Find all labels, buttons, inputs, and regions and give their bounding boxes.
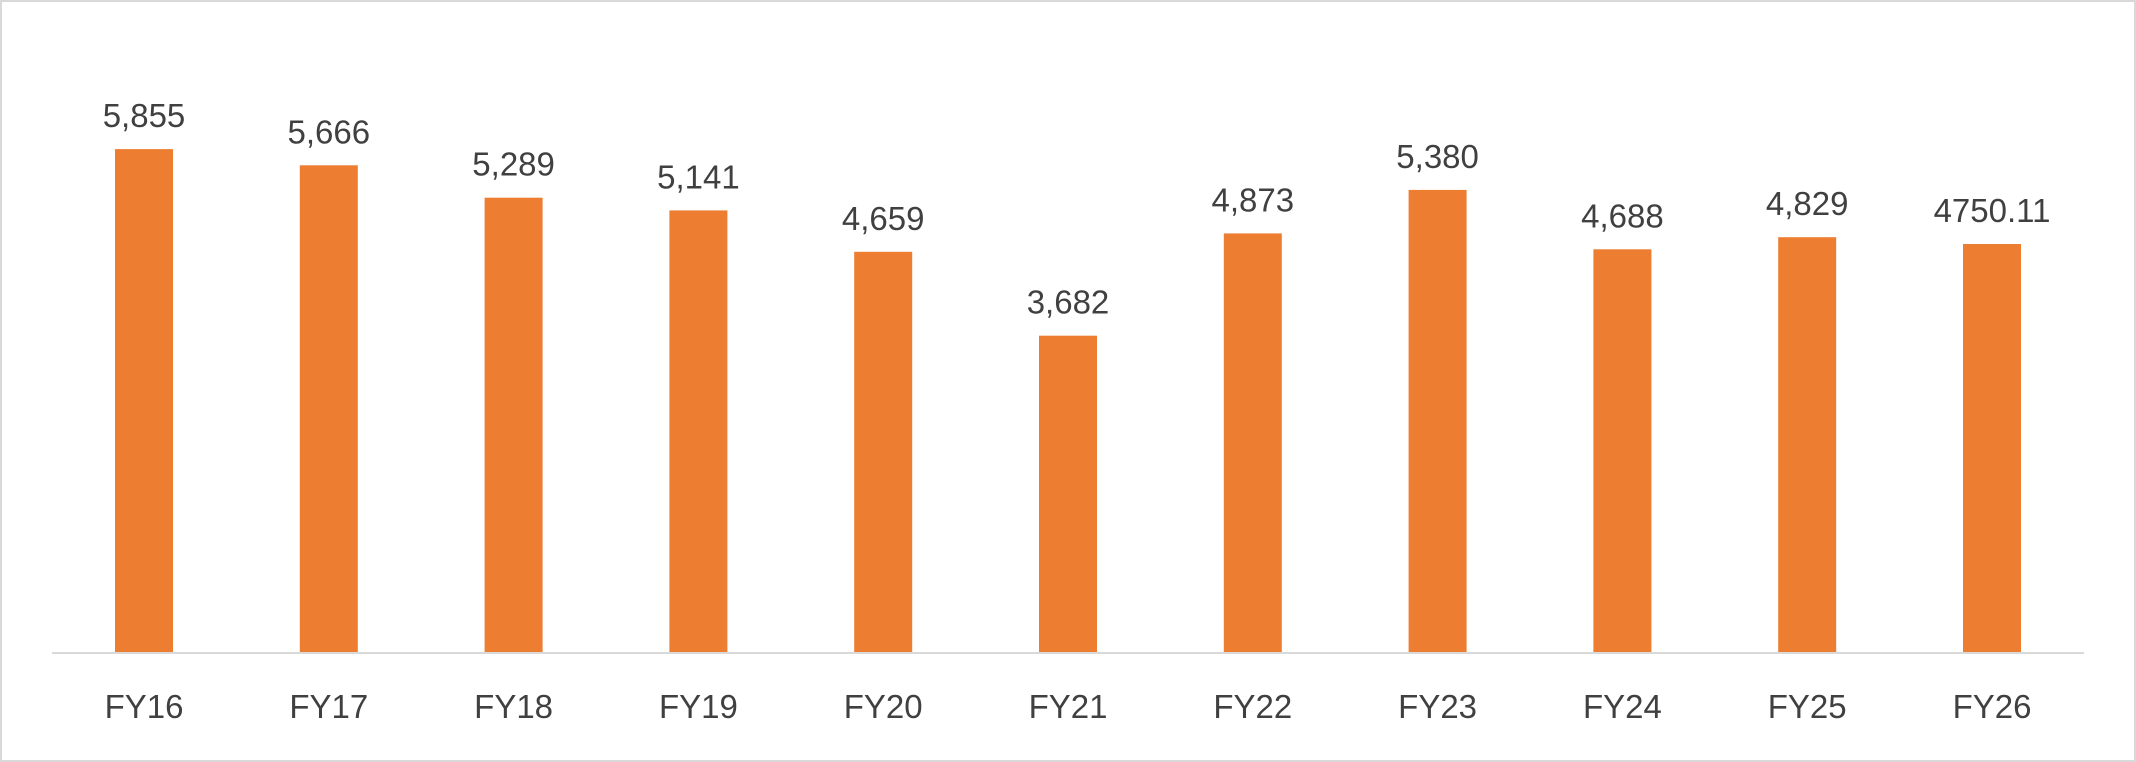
x-tick-label-fy16: FY16 — [105, 688, 184, 725]
data-label-fy21: 3,682 — [1027, 284, 1110, 321]
bars-layer — [115, 149, 2021, 653]
data-label-fy17: 5,666 — [288, 113, 371, 150]
data-label-fy20: 4,659 — [842, 200, 925, 237]
data-label-fy18: 5,289 — [472, 146, 555, 183]
data-label-fy24: 4,688 — [1581, 197, 1664, 234]
x-tick-label-fy17: FY17 — [289, 688, 368, 725]
x-tick-label-fy18: FY18 — [474, 688, 553, 725]
x-tick-label-fy25: FY25 — [1768, 688, 1847, 725]
data-label-fy23: 5,380 — [1396, 138, 1479, 175]
x-tick-label-fy22: FY22 — [1213, 688, 1292, 725]
bar-fy16 — [115, 149, 173, 652]
x-tick-label-fy20: FY20 — [844, 688, 923, 725]
x-tick-label-fy24: FY24 — [1583, 688, 1662, 725]
bar-fy19 — [669, 210, 728, 652]
x-tick-label-fy23: FY23 — [1398, 688, 1477, 725]
x-tick-label-fy26: FY26 — [1953, 688, 2032, 725]
bar-fy26 — [1963, 244, 2021, 652]
labels-layer: 5,855 FY16 5,666 FY17 5,289 FY18 5,141 FY19 4,65… — [103, 97, 2051, 725]
bar-fy23 — [1408, 189, 1467, 652]
x-tick-label-fy19: FY19 — [659, 688, 738, 725]
data-label-fy26: 4750.11 — [1934, 192, 2051, 229]
data-label-fy25: 4,829 — [1766, 185, 1849, 222]
bar-fy24 — [1593, 249, 1652, 653]
data-label-fy22: 4,873 — [1212, 181, 1295, 218]
bar-fy21 — [1039, 335, 1097, 652]
bar-fy22 — [1223, 233, 1282, 652]
bar-fy17 — [299, 165, 358, 653]
data-label-fy16: 5,855 — [103, 97, 186, 134]
x-tick-label-fy21: FY21 — [1029, 688, 1108, 725]
data-label-fy19: 5,141 — [657, 158, 740, 195]
bar-fy20 — [854, 251, 913, 653]
bar-fy18 — [484, 197, 543, 652]
bar-fy25 — [1778, 237, 1837, 652]
